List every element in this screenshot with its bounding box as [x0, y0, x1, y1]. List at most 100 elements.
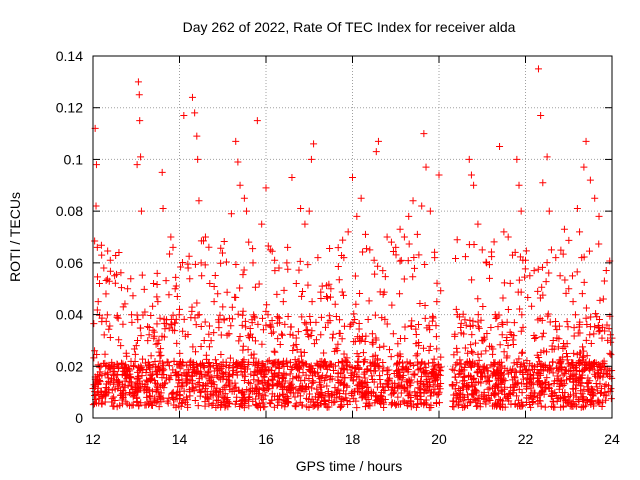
- data-point: [387, 353, 395, 361]
- data-point: [528, 393, 536, 401]
- data-point: [596, 399, 604, 407]
- data-point: [243, 207, 251, 215]
- data-point: [219, 393, 227, 401]
- data-point: [148, 387, 156, 395]
- data-point: [461, 403, 469, 411]
- data-point: [157, 389, 165, 397]
- data-point: [278, 331, 286, 339]
- data-point: [327, 373, 335, 381]
- data-point: [258, 368, 266, 376]
- data-point: [195, 311, 203, 319]
- data-point: [474, 369, 482, 377]
- x-tick-label: 22: [518, 431, 534, 447]
- data-point: [376, 343, 384, 351]
- data-point: [317, 288, 325, 296]
- data-point: [102, 276, 110, 284]
- data-point: [536, 315, 544, 323]
- data-point: [367, 362, 375, 370]
- data-point: [245, 402, 253, 410]
- data-point: [161, 379, 169, 387]
- data-point: [135, 401, 143, 409]
- data-point: [396, 368, 404, 376]
- data-point: [251, 337, 259, 345]
- data-point: [150, 332, 158, 340]
- data-point: [254, 378, 262, 386]
- data-point: [401, 335, 409, 343]
- data-point: [137, 153, 145, 161]
- data-point: [175, 311, 183, 319]
- data-point: [164, 358, 172, 366]
- data-point: [436, 366, 444, 374]
- data-point: [368, 372, 376, 380]
- data-point: [284, 398, 292, 406]
- data-point: [262, 184, 270, 192]
- data-point: [145, 324, 153, 331]
- data-point: [122, 364, 130, 372]
- data-point: [302, 383, 310, 391]
- data-point: [411, 388, 419, 396]
- data-point: [139, 355, 147, 363]
- data-point: [400, 275, 408, 283]
- data-point: [411, 371, 419, 379]
- data-point: [530, 366, 538, 374]
- data-point: [467, 372, 475, 380]
- data-point: [452, 390, 460, 398]
- data-point: [563, 353, 571, 361]
- data-point: [279, 360, 287, 368]
- data-point: [200, 364, 208, 372]
- data-point: [247, 370, 255, 378]
- data-point: [275, 314, 283, 322]
- data-point: [499, 321, 507, 329]
- data-point: [205, 330, 213, 338]
- data-point: [361, 374, 369, 382]
- data-point: [527, 403, 535, 411]
- data-point: [405, 212, 413, 220]
- data-point: [239, 311, 247, 319]
- data-point: [213, 372, 221, 380]
- data-point: [560, 340, 568, 348]
- data-point: [321, 362, 329, 370]
- data-point: [302, 326, 310, 334]
- data-point: [279, 298, 287, 306]
- data-point: [341, 374, 349, 382]
- data-point: [503, 318, 511, 326]
- data-point: [259, 396, 267, 404]
- data-point: [228, 303, 236, 311]
- data-point: [420, 344, 428, 352]
- data-point: [293, 346, 301, 354]
- data-point: [260, 372, 268, 380]
- data-point: [296, 257, 304, 265]
- data-point: [241, 368, 249, 376]
- data-point: [461, 344, 469, 352]
- data-point: [297, 348, 305, 356]
- data-point: [548, 402, 556, 410]
- data-point: [183, 396, 191, 404]
- data-point: [184, 331, 192, 339]
- data-point: [210, 283, 218, 291]
- data-point: [498, 331, 506, 339]
- data-point: [222, 381, 230, 389]
- data-point: [513, 380, 521, 388]
- data-point: [361, 358, 369, 366]
- data-point: [165, 394, 173, 402]
- data-point: [168, 321, 176, 329]
- data-point: [423, 375, 431, 383]
- data-point: [292, 403, 300, 411]
- data-point: [429, 381, 437, 389]
- data-point: [383, 233, 391, 241]
- x-axis-label: GPS time / hours: [296, 458, 403, 474]
- data-point: [583, 352, 591, 360]
- data-point: [376, 372, 384, 380]
- data-point: [331, 384, 339, 392]
- data-point: [338, 335, 346, 343]
- data-point: [169, 366, 177, 374]
- data-point: [523, 381, 531, 389]
- data-point: [145, 331, 153, 339]
- data-point: [405, 240, 413, 248]
- data-point: [491, 368, 499, 376]
- x-tick-label: 16: [258, 431, 274, 447]
- data-point: [340, 387, 348, 395]
- data-point: [549, 369, 557, 377]
- data-point: [335, 329, 343, 337]
- data-point: [203, 355, 211, 363]
